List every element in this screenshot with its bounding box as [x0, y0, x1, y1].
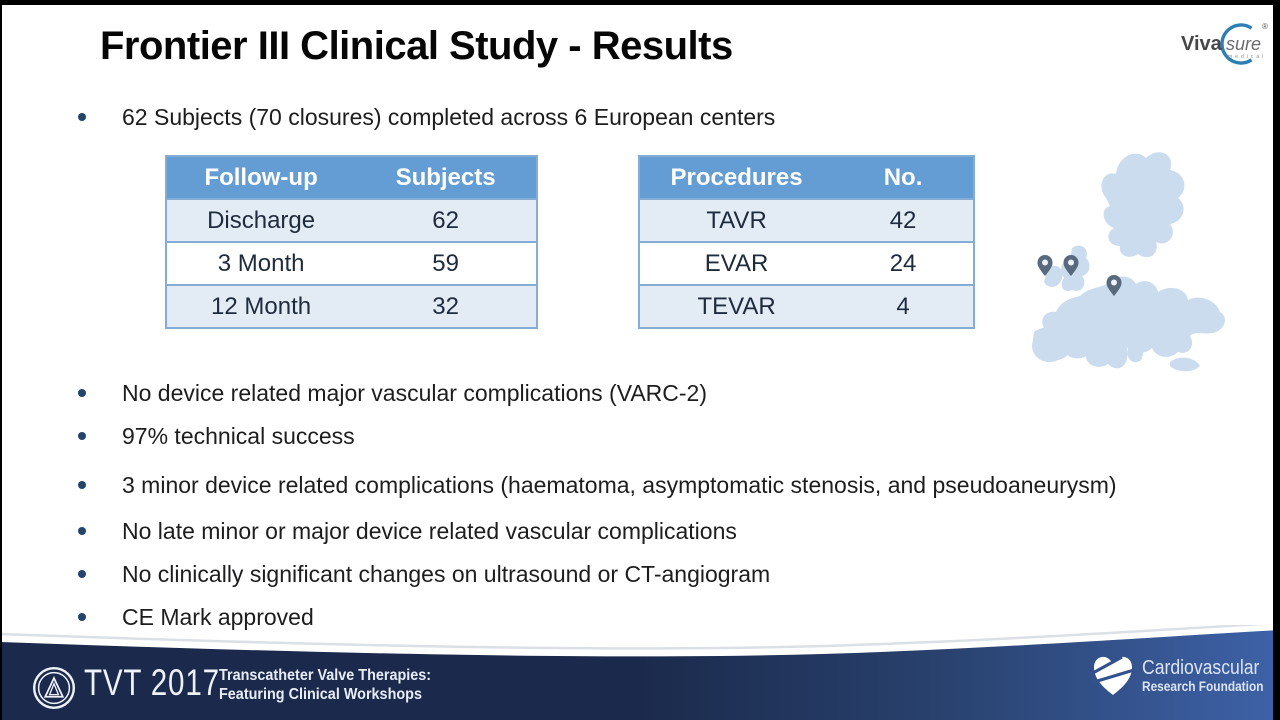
bullet-item: CE Mark approved [78, 602, 314, 632]
vivasure-arc-icon [1220, 23, 1253, 65]
table-cell: TEVAR [697, 292, 776, 320]
table-cell: EVAR [704, 249, 769, 277]
table-cell: 12 Month [211, 292, 312, 320]
table-row: TEVAR 4 [640, 284, 973, 327]
bullet-text: 3 minor device related complications (ha… [122, 472, 1117, 498]
tvt-brand: TVT 2017 [84, 662, 220, 703]
table-cell: TAVR [706, 206, 767, 234]
crf-name-line2: Research Foundation [1142, 679, 1264, 694]
table-cell: 4 [896, 292, 910, 320]
vivasure-word2: sure [1226, 34, 1261, 54]
crf-text: Cardiovascular Research Foundation [1142, 657, 1264, 695]
footer-swoosh-line [0, 625, 1267, 650]
letterbox-bar-left [0, 0, 2, 720]
bullet-dot-icon [78, 527, 86, 535]
bullet-dot-icon [78, 113, 86, 121]
table-cell: 59 [432, 249, 459, 277]
tvt-tagline: Transcatheter Valve Therapies: Featuring… [219, 666, 431, 704]
column-header: No. [883, 163, 923, 191]
table-row: 3 Month 59 [167, 241, 536, 284]
table-row: Discharge 62 [167, 198, 536, 241]
bullet-dot-icon [78, 481, 86, 489]
table-row: 12 Month 32 [167, 284, 536, 327]
bullet-item: 97% technical success [78, 421, 355, 451]
registered-mark-icon: ® [1262, 22, 1268, 31]
column-header: Subjects [395, 163, 496, 191]
crf-heart-icon [1090, 655, 1135, 695]
bullet-item: No late minor or major device related va… [78, 516, 737, 546]
europe-map [1032, 152, 1225, 372]
followup-table: Follow-up Subjects Discharge 62 3 Month … [165, 155, 538, 329]
followup-table-header: Follow-up Subjects [167, 157, 536, 198]
bullet-item: No device related major vascular complic… [78, 378, 707, 408]
bullet-item: 3 minor device related complications (ha… [78, 470, 1117, 500]
table-cell: 3 Month [217, 249, 305, 277]
table-cell: 24 [889, 249, 917, 277]
table-cell: 62 [432, 206, 459, 234]
europe-silhouette [1032, 152, 1225, 372]
bullet-text: 97% technical success [122, 423, 355, 449]
bullet-text: No late minor or major device related va… [122, 518, 737, 544]
bullet-item: No clinically significant changes on ult… [78, 559, 770, 589]
procedures-table: Procedures No. TAVR 42 EVAR 24 TEVAR 4 [638, 155, 975, 329]
bullet-dot-icon [78, 613, 86, 621]
table-cell: Discharge [207, 206, 316, 234]
table-cell: 32 [432, 292, 459, 320]
table-row: TAVR 42 [640, 198, 973, 241]
bullet-text: No clinically significant changes on ult… [122, 561, 771, 587]
bullet-dot-icon [78, 432, 86, 440]
crf-logo: Cardiovascular Research Foundation [1090, 653, 1280, 699]
map-pins [1037, 255, 1122, 296]
letterbox-bar-right [1273, 0, 1280, 720]
tvt-tagline-line1: Transcatheter Valve Therapies: [219, 667, 432, 684]
intro-bullet: 62 Subjects (70 closures) completed acro… [78, 102, 775, 132]
procedures-table-header: Procedures No. [640, 157, 973, 198]
map-pin-icon [1106, 275, 1122, 296]
footer-band [0, 625, 1280, 720]
map-pin-icon [1063, 255, 1079, 276]
intro-bullet-text: 62 Subjects (70 closures) completed acro… [122, 104, 776, 130]
footer-curve-shape [0, 630, 1280, 720]
table-row: EVAR 24 [640, 241, 973, 284]
bullet-dot-icon [78, 570, 86, 578]
tvt-tagline-line2: Featuring Clinical Workshops [219, 686, 422, 703]
vivasure-logo: Viva sure medical ® [1181, 22, 1268, 65]
map-pin-icon [1037, 255, 1053, 276]
bullet-text: No device related major vascular complic… [122, 380, 708, 406]
column-header: Follow-up [204, 163, 318, 191]
bullet-dot-icon [78, 389, 86, 397]
letterbox-bar-top [0, 0, 1280, 5]
slide-title: Frontier III Clinical Study - Results [100, 24, 733, 68]
crf-name-line1: Cardiovascular [1142, 657, 1260, 679]
tvt-logo-icon [32, 666, 76, 710]
vivasure-word1: Viva [1181, 33, 1223, 55]
table-cell: 42 [889, 206, 917, 234]
vivasure-sub: medical [1228, 54, 1266, 60]
column-header: Procedures [670, 163, 803, 191]
bullet-text: CE Mark approved [122, 604, 314, 630]
